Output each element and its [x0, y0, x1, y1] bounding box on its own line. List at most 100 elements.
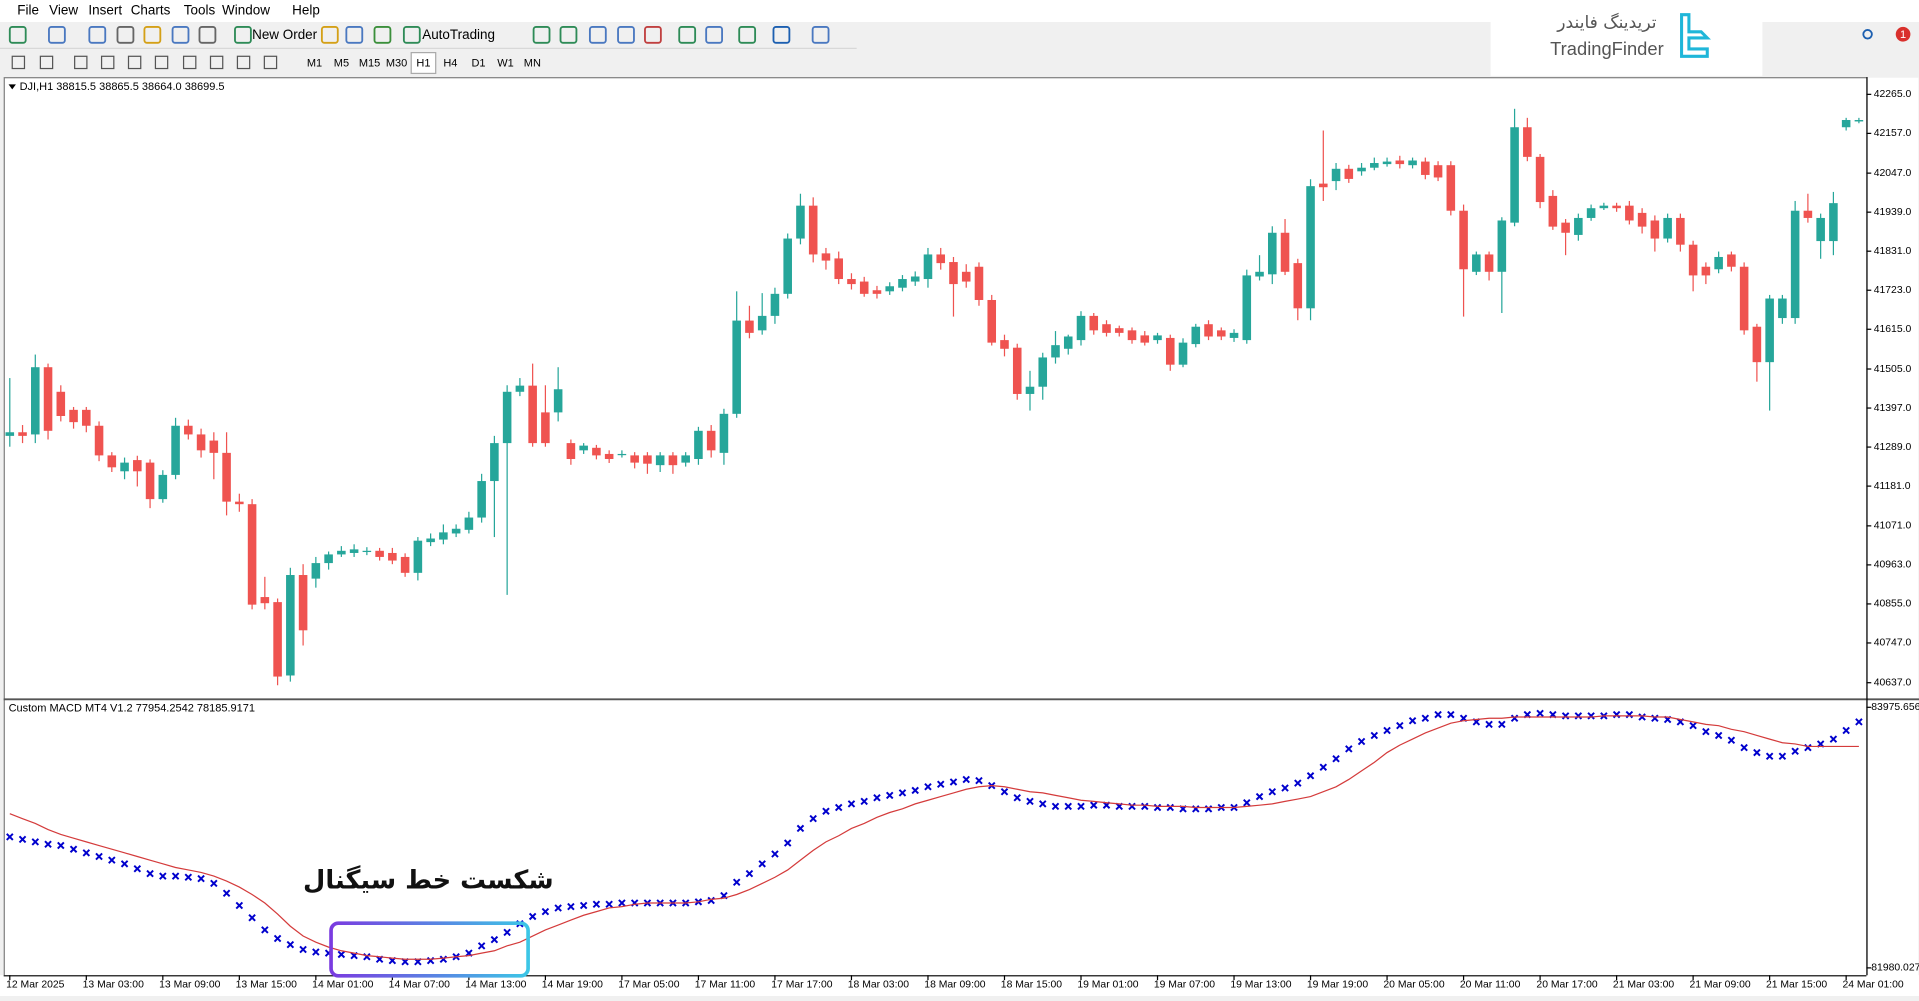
notification-badge[interactable]: [1895, 26, 1911, 42]
drawing-tool[interactable]: [209, 55, 224, 70]
timeframe-button[interactable]: M1: [307, 58, 322, 70]
drawing-tool[interactable]: [11, 55, 26, 70]
candle-body: [1714, 256, 1723, 270]
menu-item[interactable]: Window: [222, 3, 270, 18]
toolbar-button[interactable]: [772, 26, 791, 44]
candle-body: [528, 385, 537, 444]
toolbar-button[interactable]: [171, 26, 190, 44]
candle-body: [209, 440, 219, 453]
candle-body: [1459, 210, 1468, 270]
menu-item[interactable]: File: [17, 3, 39, 18]
candle-body: [324, 554, 333, 564]
timeframe-button[interactable]: H4: [443, 58, 457, 70]
toolbar-button[interactable]: [705, 26, 723, 44]
toolbar-button[interactable]: [345, 26, 364, 44]
candle-body: [1688, 244, 1698, 276]
timeframe-button[interactable]: M30: [386, 58, 407, 70]
timeframe-button[interactable]: W1: [497, 58, 514, 70]
toolbar-button[interactable]: [617, 26, 635, 44]
candle-body: [783, 238, 792, 294]
drawing-tool[interactable]: [263, 55, 278, 70]
drawing-tool[interactable]: [39, 55, 54, 70]
candle-body: [566, 443, 576, 460]
toolbar-button[interactable]: [48, 26, 66, 44]
candle-body: [490, 443, 499, 482]
toolbar-button[interactable]: [402, 26, 421, 44]
macd-cross: [707, 896, 715, 905]
toolbar-button[interactable]: [644, 26, 662, 44]
new-order-button[interactable]: New Order: [252, 27, 318, 42]
timeframe-button[interactable]: M5: [334, 58, 349, 70]
macd-cross: [108, 856, 116, 864]
candle-body: [502, 391, 512, 444]
candle-body: [1510, 127, 1519, 223]
auto-trading-button[interactable]: AutoTrading: [422, 27, 495, 42]
macd-cross: [1765, 752, 1774, 760]
drawing-tool[interactable]: [182, 55, 197, 70]
toolbar-button[interactable]: [234, 26, 252, 44]
toolbar-button[interactable]: [8, 26, 27, 44]
candle-body: [1229, 332, 1239, 338]
macd-cross: [1561, 712, 1570, 720]
toolbar-button[interactable]: [373, 26, 392, 44]
timeframe-button[interactable]: D1: [471, 58, 485, 70]
candle-body: [592, 447, 601, 456]
macd-cross: [57, 841, 65, 850]
candle-body: [171, 425, 180, 475]
search-icon[interactable]: [1862, 29, 1873, 40]
toolbar-button[interactable]: [88, 26, 107, 44]
macd-cross: [1753, 748, 1761, 757]
macd-cross: [1000, 787, 1009, 796]
timeframe-button[interactable]: M15: [359, 58, 380, 70]
menu-item[interactable]: Help: [292, 3, 320, 18]
time-label: 20 Mar 05:00: [1383, 980, 1444, 991]
toolbar-button[interactable]: [143, 26, 162, 44]
candle-body: [745, 320, 754, 333]
macd-cross: [745, 869, 754, 878]
price-label: 40747.0: [1874, 638, 1912, 649]
time-label: 14 Mar 13:00: [465, 980, 526, 991]
macd-cross: [146, 869, 154, 878]
candle-body: [375, 550, 384, 557]
menu-item[interactable]: Tools: [184, 3, 216, 18]
candle-body: [82, 409, 91, 426]
macd-cross: [1243, 798, 1251, 807]
timeframe-button[interactable]: H1: [416, 58, 430, 70]
candle-body: [1319, 183, 1328, 188]
candle-body: [426, 538, 435, 543]
toolbar-button[interactable]: [738, 26, 757, 44]
candle-body: [1676, 217, 1685, 245]
drawing-tool[interactable]: [127, 55, 142, 70]
candle-body: [821, 253, 831, 261]
time-label: 18 Mar 09:00: [924, 980, 985, 991]
candle-body: [961, 271, 971, 282]
toolbar-button[interactable]: [198, 26, 217, 44]
drawing-tool[interactable]: [236, 55, 251, 70]
toolbar-button[interactable]: [532, 26, 551, 44]
toolbar-button[interactable]: [678, 26, 697, 44]
toolbar-button[interactable]: [588, 26, 607, 44]
indicator-header: Custom MACD MT4 V1.2 77954.2542 78185.91…: [9, 702, 255, 714]
macd-cross: [911, 786, 919, 795]
candle-body: [388, 552, 397, 561]
macd-cross: [1638, 713, 1646, 721]
drawing-tool[interactable]: [74, 55, 88, 70]
macd-cross: [197, 874, 205, 883]
candle-body: [1612, 205, 1621, 209]
time-label: 17 Mar 05:00: [618, 980, 679, 991]
candle-body: [1803, 210, 1813, 218]
macd-cross: [949, 778, 958, 786]
menu-item[interactable]: View: [49, 3, 78, 18]
timeframe-button[interactable]: MN: [524, 58, 541, 70]
price-label: 40855.0: [1874, 599, 1912, 610]
toolbar-button[interactable]: [811, 26, 830, 44]
menu-item[interactable]: Charts: [131, 3, 171, 18]
toolbar-button[interactable]: [116, 26, 135, 44]
drawing-tool[interactable]: [154, 55, 169, 70]
menu-item[interactable]: Insert: [88, 3, 122, 18]
price-label: 41615.0: [1874, 324, 1912, 335]
drawing-tool[interactable]: [100, 55, 115, 70]
toolbar-button[interactable]: [559, 26, 578, 44]
macd-cross: [567, 902, 575, 911]
toolbar-button[interactable]: [320, 26, 339, 44]
